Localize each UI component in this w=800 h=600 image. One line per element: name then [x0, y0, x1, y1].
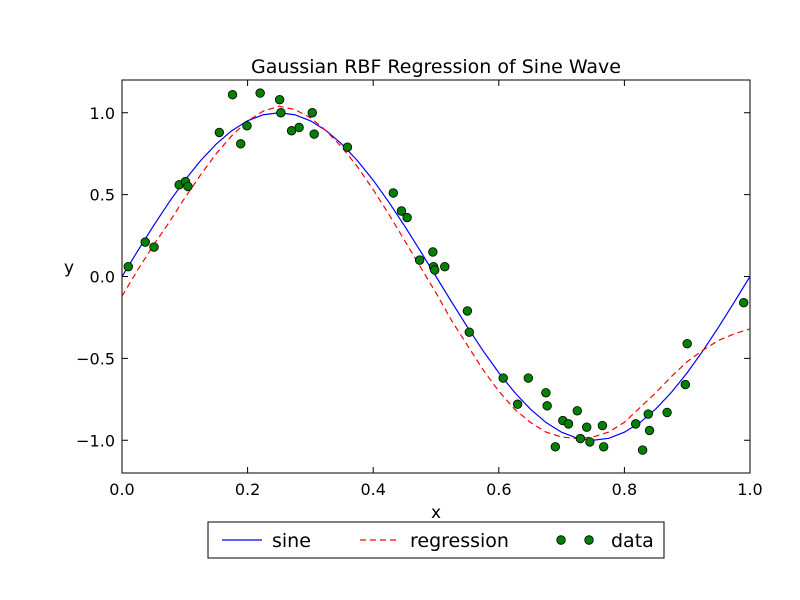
- x-tick-label: 0.2: [235, 480, 260, 499]
- data-point: [235, 139, 246, 149]
- data-point: [309, 129, 319, 139]
- legend-marker: [556, 535, 566, 545]
- data-point: [680, 379, 691, 390]
- data-point: [582, 422, 592, 432]
- data-point: [523, 373, 534, 383]
- x-axis: 0.0 0.2 0.4 0.6 0.8 1.0: [109, 80, 763, 499]
- data-point: [563, 419, 574, 429]
- legend-entry-sine: sine: [222, 530, 311, 552]
- data-point: [598, 442, 609, 452]
- data-point: [276, 108, 286, 118]
- data-point: [402, 212, 412, 223]
- x-tick-label: 0.4: [360, 480, 385, 499]
- data-point: [396, 206, 407, 216]
- data-point: [149, 242, 159, 252]
- data-point: [739, 298, 749, 308]
- data-point: [140, 237, 150, 247]
- data-point: [183, 181, 193, 192]
- data-point: [542, 401, 552, 411]
- data-point: [123, 261, 133, 272]
- data-point: [597, 420, 608, 431]
- legend-label: sine: [272, 530, 311, 552]
- x-tick-label: 0.0: [109, 480, 134, 499]
- data-point: [631, 419, 641, 429]
- data-point: [541, 388, 551, 398]
- legend: sine regression data: [207, 521, 665, 559]
- data-point: [440, 261, 450, 272]
- x-tick-label: 1.0: [737, 480, 762, 499]
- chart-title: Gaussian RBF Regression of Sine Wave: [251, 56, 621, 78]
- y-tick-label: −0.5: [76, 349, 115, 368]
- data-point: [682, 338, 692, 349]
- y-tick-label: 1.0: [90, 104, 115, 123]
- data-point: [214, 127, 225, 138]
- data-point: [464, 327, 474, 337]
- data-point: [462, 306, 473, 316]
- data-point: [662, 407, 672, 418]
- y-axis: −1.0 −0.5 0.0 0.5 1.0: [76, 104, 750, 450]
- data-point: [342, 142, 353, 152]
- series-regression-line: [122, 105, 750, 440]
- legend-label: data: [611, 530, 654, 552]
- series-sine-line: [122, 112, 750, 441]
- x-tick-label: 0.8: [612, 480, 637, 499]
- y-tick-label: −1.0: [76, 431, 115, 450]
- data-point: [227, 90, 238, 100]
- data-point: [388, 188, 398, 198]
- data-point: [255, 88, 265, 98]
- data-point: [637, 445, 648, 455]
- data-point: [643, 409, 653, 419]
- x-tick-label: 0.6: [486, 480, 511, 499]
- y-tick-label: 0.0: [90, 268, 115, 287]
- data-point: [274, 94, 285, 105]
- x-axis-label: x: [431, 503, 441, 523]
- data-point: [512, 399, 523, 409]
- data-point: [294, 122, 304, 133]
- y-tick-label: 0.5: [90, 186, 115, 205]
- legend-entry-data: data: [556, 530, 654, 552]
- data-point: [575, 433, 586, 444]
- series-layer: [122, 88, 750, 455]
- series-data: [123, 88, 749, 455]
- legend-marker: [584, 535, 594, 545]
- data-point: [430, 265, 440, 275]
- data-point: [242, 121, 252, 131]
- y-axis-label: y: [64, 258, 74, 278]
- data-point: [585, 437, 595, 447]
- data-point: [307, 108, 317, 118]
- data-point: [498, 373, 508, 383]
- data-point: [428, 247, 438, 257]
- legend-label: regression: [410, 530, 509, 552]
- data-point: [414, 255, 425, 265]
- plot-area: 0.0 0.2 0.4 0.6 0.8 1.0 −1.0 −0.5 0.0 0.5 1.0: [76, 79, 763, 499]
- data-point: [644, 425, 655, 436]
- data-point: [550, 442, 561, 452]
- legend-entry-regression: regression: [360, 530, 509, 552]
- data-point: [572, 406, 583, 416]
